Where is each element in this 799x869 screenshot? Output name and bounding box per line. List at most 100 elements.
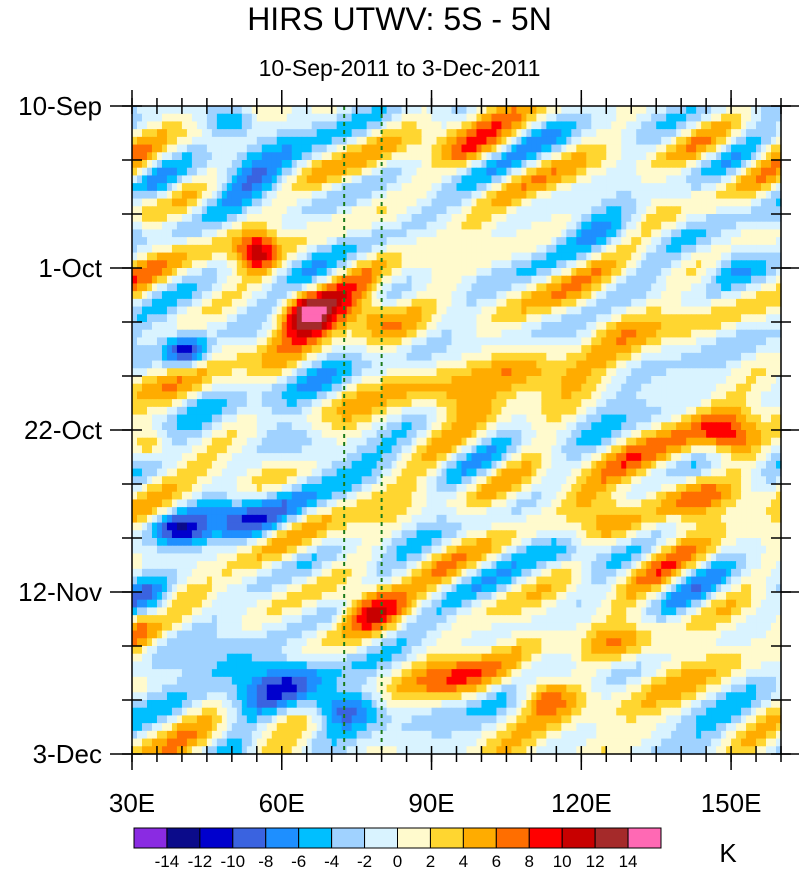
- heatmap-cell: [391, 229, 398, 238]
- heatmap-cell: [756, 345, 762, 354]
- heatmap-cell: [611, 129, 617, 138]
- heatmap-cell: [476, 198, 483, 207]
- heatmap-cell: [521, 322, 527, 331]
- heatmap-cell: [481, 221, 488, 231]
- heatmap-cell: [456, 391, 463, 400]
- heatmap-cell: [746, 322, 752, 331]
- heatmap-cell: [611, 183, 617, 192]
- heatmap-cell: [376, 144, 383, 153]
- heatmap-cell: [246, 306, 253, 315]
- heatmap-cell: [571, 345, 577, 354]
- heatmap-cell: [716, 144, 722, 153]
- heatmap-cell: [471, 329, 478, 339]
- heatmap-cell: [331, 391, 338, 400]
- heatmap-cell: [246, 229, 253, 238]
- heatmap-cell: [261, 298, 268, 308]
- heatmap-cell: [756, 129, 762, 138]
- heatmap-cell: [391, 360, 398, 369]
- heatmap-cell: [266, 314, 273, 323]
- heatmap-cell: [146, 244, 153, 254]
- heatmap-cell: [721, 383, 727, 393]
- heatmap-cell: [336, 275, 343, 285]
- heatmap-cell: [596, 190, 602, 200]
- heatmap-cell: [306, 214, 313, 223]
- heatmap-cell: [671, 283, 677, 292]
- heatmap-cell: [476, 152, 483, 161]
- heatmap-cell: [336, 368, 343, 377]
- heatmap-cell: [491, 136, 498, 146]
- heatmap-cell: [406, 106, 413, 115]
- heatmap-cell: [211, 260, 218, 269]
- heatmap-cell: [236, 283, 243, 292]
- heatmap-cell: [171, 160, 178, 169]
- heatmap-cell: [641, 190, 647, 200]
- heatmap-cell: [616, 283, 622, 292]
- heatmap-cell: [456, 337, 463, 346]
- heatmap-cell: [656, 113, 662, 123]
- heatmap-cell: [476, 283, 483, 292]
- heatmap-cell: [261, 221, 268, 231]
- heatmap-cell: [611, 175, 617, 184]
- heatmap-cell: [316, 221, 323, 231]
- heatmap-cell: [736, 221, 742, 231]
- heatmap-cell: [736, 152, 742, 161]
- heatmap-cell: [246, 291, 253, 300]
- heatmap-cell: [461, 383, 468, 393]
- heatmap-cell: [711, 275, 717, 285]
- heatmap-cell: [156, 314, 163, 323]
- heatmap-cell: [516, 198, 522, 207]
- heatmap-cell: [751, 106, 757, 115]
- heatmap-cell: [381, 283, 388, 292]
- heatmap-cell: [491, 329, 498, 339]
- heatmap-cell: [636, 167, 642, 177]
- heatmap-cell: [136, 129, 143, 138]
- heatmap-cell: [191, 175, 198, 184]
- heatmap-cell: [681, 113, 687, 123]
- heatmap-cell: [746, 113, 752, 123]
- heatmap-cell: [186, 314, 193, 323]
- heatmap-cell: [726, 360, 732, 369]
- heatmap-cell: [571, 314, 577, 323]
- heatmap-cell: [426, 268, 433, 277]
- heatmap-cell: [321, 160, 328, 169]
- heatmap-cell: [651, 268, 657, 277]
- heatmap-cell: [666, 244, 672, 254]
- heatmap-cell: [421, 345, 428, 354]
- heatmap-cell: [471, 314, 478, 323]
- heatmap-cell: [186, 183, 193, 192]
- heatmap-cell: [681, 136, 687, 146]
- heatmap-cell: [156, 298, 163, 308]
- heatmap-cell: [686, 229, 692, 238]
- heatmap-cell: [626, 214, 632, 223]
- heatmap-cell: [286, 206, 293, 215]
- heatmap-cell: [756, 260, 762, 269]
- heatmap-cell: [676, 160, 682, 169]
- heatmap-cell: [286, 306, 293, 315]
- heatmap-cell: [231, 329, 238, 339]
- heatmap-cell: [336, 283, 343, 292]
- heatmap-cell: [541, 337, 547, 346]
- heatmap-cell: [771, 391, 777, 400]
- heatmap-cell: [446, 106, 453, 115]
- heatmap-cell: [581, 237, 587, 246]
- heatmap-cell: [226, 329, 233, 339]
- heatmap-cell: [531, 214, 537, 223]
- heatmap-cell: [691, 268, 697, 277]
- heatmap-cell: [746, 376, 752, 385]
- heatmap-cell: [151, 144, 158, 153]
- heatmap-cell: [231, 275, 238, 285]
- heatmap-cell: [771, 360, 777, 369]
- heatmap-cell: [646, 329, 652, 339]
- heatmap-cell: [776, 121, 782, 130]
- heatmap-cell: [476, 260, 483, 269]
- heatmap-cell: [211, 337, 218, 346]
- heatmap-cell: [631, 206, 637, 215]
- heatmap-cell: [346, 322, 353, 331]
- heatmap-cell: [706, 244, 712, 254]
- heatmap-cell: [426, 214, 433, 223]
- heatmap-cell: [321, 144, 328, 153]
- heatmap-cell: [316, 152, 323, 161]
- heatmap-cell: [371, 237, 378, 246]
- heatmap-cell: [241, 221, 248, 231]
- heatmap-cell: [266, 368, 273, 377]
